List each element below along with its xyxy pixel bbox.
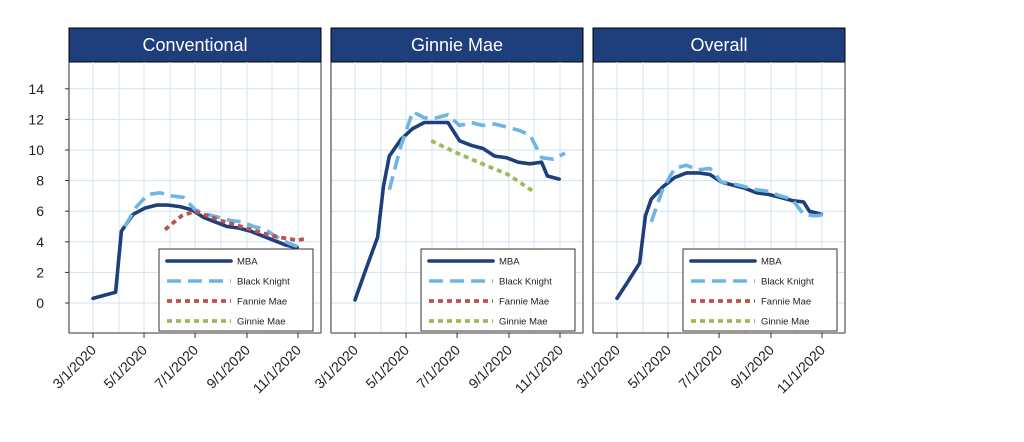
panel-title: Ginnie Mae — [411, 35, 503, 55]
legend: MBA Black Knight Fannie Mae Ginnie Mae — [682, 248, 838, 332]
x-tick-label: 7/1/2020 — [151, 342, 201, 392]
legend-label-ginnie-mae: Ginnie Mae — [499, 317, 548, 328]
series-line-black-knight — [649, 163, 828, 223]
panel-title: Conventional — [142, 35, 247, 55]
y-tick-label: 4 — [36, 234, 44, 250]
legend-label-black-knight: Black Knight — [237, 277, 290, 288]
panel-title-bar — [330, 27, 584, 63]
series-line-black-knight — [387, 110, 566, 191]
x-tick-label: 9/1/2020 — [727, 342, 777, 392]
legend-label-black-knight: Black Knight — [761, 277, 814, 288]
panel-title: Overall — [690, 35, 747, 55]
panel-ginnie-mae: Ginnie Mae 3/1/2020 5/1/2020 7/1/2020 9/1/20… — [311, 27, 584, 397]
x-tick-label: 7/1/2020 — [675, 342, 725, 392]
panel-conventional: Conventional 0 2 4 6 8 10 12 14 3/1/2020 5/1/2020 7… — [28, 27, 322, 397]
legend-label-mba: MBA — [761, 257, 782, 268]
legend-label-black-knight: Black Knight — [499, 277, 552, 288]
y-tick-label: 0 — [36, 295, 44, 311]
legend-label-mba: MBA — [499, 257, 520, 268]
y-tick-label: 2 — [36, 264, 44, 280]
x-tick-label: 11/1/2020 — [773, 342, 828, 397]
y-tick-label: 8 — [36, 173, 44, 189]
series-line-mba — [615, 171, 823, 301]
x-tick-label: 5/1/2020 — [100, 342, 150, 392]
legend-label-ginnie-mae: Ginnie Mae — [761, 317, 810, 328]
legend-box — [420, 248, 576, 332]
panel-title-bar — [68, 27, 322, 63]
legend: MBA Black Knight Fannie Mae Ginnie Mae — [420, 248, 576, 332]
legend-label-ginnie-mae: Ginnie Mae — [237, 317, 286, 328]
legend-label-fannie-mae: Fannie Mae — [237, 297, 287, 308]
x-tick-label: 5/1/2020 — [624, 342, 674, 392]
x-tick-label: 3/1/2020 — [49, 342, 99, 392]
series-line-ginnie-mae — [430, 139, 535, 193]
x-tick-label: 9/1/2020 — [203, 342, 253, 392]
x-tick-label: 3/1/2020 — [573, 342, 623, 392]
y-tick-label: 10 — [28, 142, 44, 158]
series-line-black-knight — [123, 191, 298, 249]
series-line-mba — [91, 203, 299, 301]
x-tick-label: 11/1/2020 — [511, 342, 566, 397]
x-tick-label: 5/1/2020 — [362, 342, 412, 392]
y-tick-label: 14 — [28, 81, 44, 97]
panel-title-bar — [592, 27, 846, 63]
series-line-fannie-mae — [163, 209, 306, 243]
series-line-mba — [353, 120, 561, 302]
y-tick-label: 12 — [28, 111, 44, 127]
panel-overall: Overall 3/1/2020 5/1/2020 7/1/2020 9/1/20201… — [573, 27, 846, 397]
legend-label-mba: MBA — [237, 257, 258, 268]
legend-label-fannie-mae: Fannie Mae — [499, 297, 549, 308]
x-tick-label: 11/1/2020 — [249, 342, 304, 397]
x-tick-label: 7/1/2020 — [413, 342, 463, 392]
x-tick-label: 9/1/2020 — [465, 342, 515, 392]
x-tick-label: 3/1/2020 — [311, 342, 361, 392]
legend-label-fannie-mae: Fannie Mae — [761, 297, 811, 308]
y-tick-label: 6 — [36, 203, 44, 219]
legend: MBA Black Knight Fannie Mae Ginnie Mae — [158, 248, 314, 332]
